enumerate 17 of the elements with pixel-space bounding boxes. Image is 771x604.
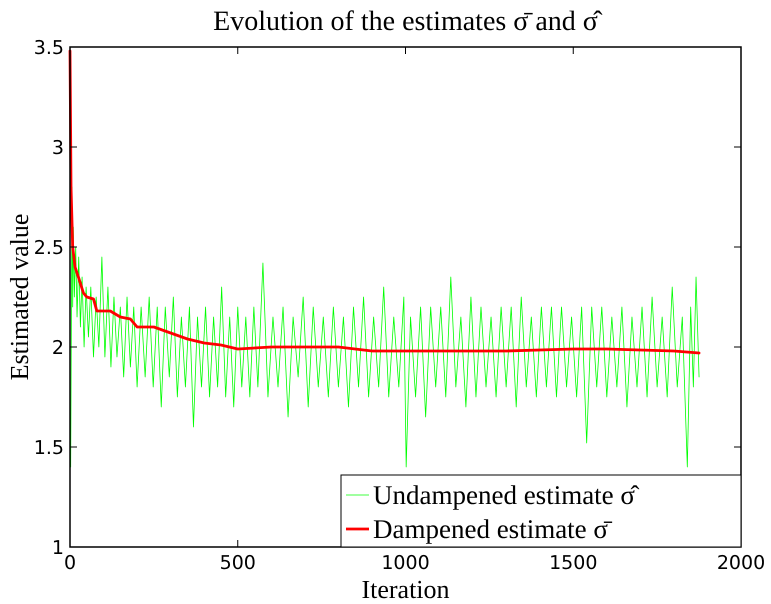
x-tick-label: 1500 [549,552,598,574]
y-tick-label: 2 [52,337,64,359]
x-tick-label: 2000 [716,552,766,574]
x-tick-label: 0 [64,552,76,574]
x-tick-label: 500 [220,552,256,574]
legend-label: Undampened estimate σ̂ [373,480,640,510]
y-tick-label: 3 [52,137,64,159]
chart-title: Evolution of the estimates σ̄ and σ̂ [213,6,603,37]
y-tick-label: 1.5 [34,437,64,459]
x-axis-title: Iteration [361,575,450,604]
legend-label: Dampened estimate σ̄ [373,514,613,544]
y-tick-label: 3.5 [34,37,64,59]
y-tick-label: 1 [52,537,64,559]
y-axis-title: Estimated value [5,214,34,380]
x-tick-label: 1000 [381,552,430,574]
line-series [68,50,700,354]
y-tick-label: 2.5 [34,237,64,259]
